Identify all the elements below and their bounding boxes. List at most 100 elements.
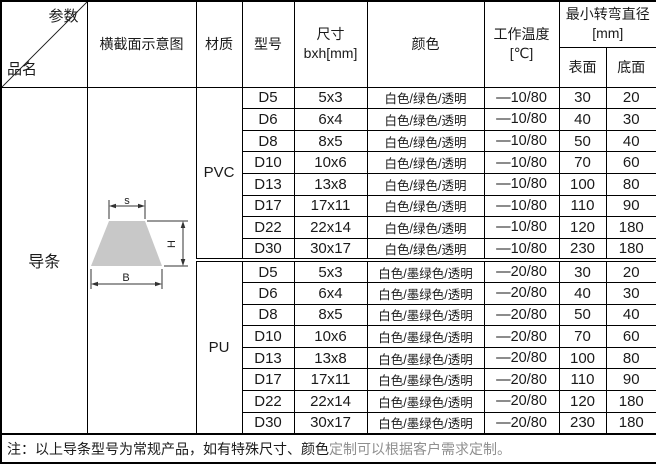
dim-label-b: B [122, 272, 129, 284]
surface-cell: 110 [558, 194, 607, 218]
temp-cell: —20/80 [483, 346, 560, 370]
corner-label-parameter: 参数 [48, 8, 79, 25]
table-row: D17 17x11 白色/墨绿色/透明 —20/80 110 90 [1, 368, 656, 392]
model-cell: D13 [241, 172, 295, 196]
trapezoid-cross-section-diagram: s H B [90, 196, 188, 290]
color-cell: 白色/绿色/透明 [366, 86, 485, 110]
model-cell: D10 [241, 151, 295, 174]
product-name-cell: 导条 [0, 86, 88, 435]
size-cell: 13x8 [293, 172, 368, 196]
bottom-cell: 80 [605, 172, 656, 196]
size-cell: 22x14 [293, 390, 368, 413]
col-header-working-temp: 工作温度 [℃] [483, 0, 560, 88]
temp-cell: —10/80 [483, 129, 560, 153]
color-cell: 白色/墨绿色/透明 [366, 390, 485, 413]
size-cell: 22x14 [293, 216, 368, 239]
temp-cell: —20/80 [483, 368, 560, 392]
table-row: D6 6x4 白色/墨绿色/透明 —20/80 40 30 [1, 282, 656, 305]
size-cell: 6x4 [293, 282, 368, 305]
temp-cell: —20/80 [483, 258, 560, 284]
temp-cell: —20/80 [483, 282, 560, 305]
size-cell: 13x8 [293, 346, 368, 370]
surface-cell: 230 [558, 411, 607, 435]
color-cell: 白色/墨绿色/透明 [366, 368, 485, 392]
footnote-text: 注：以上导条型号为常规产品，如有特殊尺寸、颜色 [7, 440, 329, 457]
color-cell: 白色/墨绿色/透明 [366, 258, 485, 284]
temp-cell: —20/80 [483, 411, 560, 435]
size-cell: 30x17 [293, 237, 368, 261]
model-cell: D22 [241, 216, 295, 239]
color-cell: 白色/墨绿色/透明 [366, 282, 485, 305]
bottom-cell: 180 [605, 237, 656, 261]
surface-cell: 120 [558, 390, 607, 413]
bend-header-line2: [mm] [592, 25, 624, 42]
cross-section-diagram-cell: s H B [86, 86, 197, 435]
size-cell: 8x5 [293, 303, 368, 327]
model-cell: D22 [241, 390, 295, 413]
table-row: D6 6x4 白色/绿色/透明 —10/80 40 30 [1, 108, 656, 131]
size-cell: 10x6 [293, 151, 368, 174]
temp-cell: —10/80 [483, 151, 560, 174]
dim-label-h: H [166, 240, 178, 248]
bottom-cell: 180 [605, 390, 656, 413]
color-cell: 白色/绿色/透明 [366, 194, 485, 218]
color-cell: 白色/墨绿色/透明 [366, 303, 485, 327]
color-cell: 白色/墨绿色/透明 [366, 325, 485, 348]
dim-label-s: s [124, 196, 130, 207]
surface-cell: 40 [558, 282, 607, 305]
surface-cell: 70 [558, 325, 607, 348]
trapezoid-shape [91, 221, 162, 267]
color-cell: 白色/绿色/透明 [366, 216, 485, 239]
temp-cell: —20/80 [483, 325, 560, 348]
bottom-cell: 90 [605, 368, 656, 392]
footnote-row: 注：以上导条型号为常规产品，如有特殊尺寸、颜色定制可以根据客户需求定制。 [0, 433, 656, 464]
model-cell: D17 [241, 194, 295, 218]
model-cell: D30 [241, 411, 295, 435]
surface-cell: 30 [558, 258, 607, 284]
bottom-cell: 20 [605, 86, 656, 110]
temp-cell: —10/80 [483, 237, 560, 261]
size-cell: 30x17 [293, 411, 368, 435]
size-cell: 6x4 [293, 108, 368, 131]
model-cell: D10 [241, 325, 295, 348]
bottom-cell: 180 [605, 411, 656, 435]
bottom-cell: 60 [605, 325, 656, 348]
color-cell: 白色/绿色/透明 [366, 237, 485, 261]
color-cell: 白色/绿色/透明 [366, 151, 485, 174]
color-cell: 白色/绿色/透明 [366, 129, 485, 153]
bottom-cell: 30 [605, 108, 656, 131]
temp-header-line1: 工作温度 [493, 26, 550, 43]
temp-cell: —10/80 [483, 86, 560, 110]
surface-cell: 100 [558, 346, 607, 370]
model-cell: D17 [241, 368, 295, 392]
temp-header-line2: [℃] [509, 45, 534, 62]
color-cell: 白色/墨绿色/透明 [366, 411, 485, 435]
size-cell: 17x11 [293, 368, 368, 392]
model-cell: D5 [241, 86, 295, 110]
bottom-cell: 60 [605, 151, 656, 174]
temp-cell: —20/80 [483, 303, 560, 327]
color-cell: 白色/墨绿色/透明 [366, 346, 485, 370]
col-header-color: 颜色 [366, 0, 485, 88]
surface-cell: 50 [558, 129, 607, 153]
size-cell: 5x3 [293, 258, 368, 284]
bottom-cell: 90 [605, 194, 656, 218]
footnote-text-faded: 定制可以根据客户需求定制。 [329, 440, 511, 457]
col-header-bottom: 底面 [605, 46, 656, 88]
bottom-cell: 20 [605, 258, 656, 284]
surface-cell: 120 [558, 216, 607, 239]
size-cell: 10x6 [293, 325, 368, 348]
size-header-line1: 尺寸 [316, 26, 345, 43]
surface-cell: 110 [558, 368, 607, 392]
model-cell: D8 [241, 129, 295, 153]
size-header-line2: bxh[mm] [303, 45, 358, 62]
bottom-cell: 40 [605, 129, 656, 153]
col-header-min-bend-diameter: 最小转弯直径 [mm] [558, 0, 656, 48]
table-row: D30 30x17 白色/墨绿色/透明 —20/80 230 180 [1, 411, 656, 435]
table-row: PU D5 5x3 白色/墨绿色/透明 —20/80 30 20 [1, 258, 656, 435]
bottom-cell: 30 [605, 282, 656, 305]
table-row: D13 13x8 白色/绿色/透明 —10/80 100 80 [1, 172, 656, 196]
model-cell: D6 [241, 282, 295, 305]
corner-label-product-name: 品名 [7, 61, 38, 79]
model-cell: D30 [241, 237, 295, 261]
